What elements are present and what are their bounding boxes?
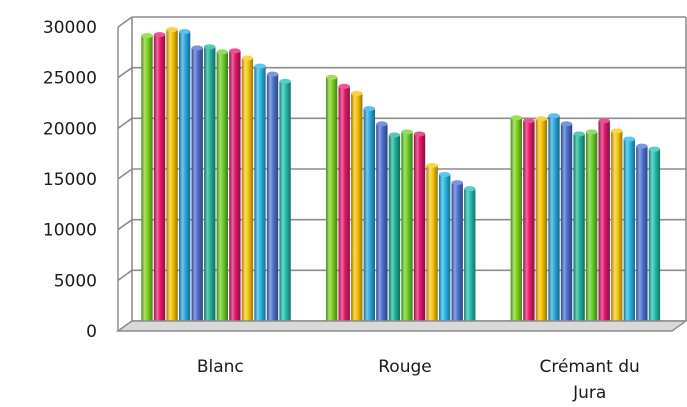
bar-cap xyxy=(438,172,451,177)
bar-cap xyxy=(648,146,661,152)
bar-cap xyxy=(363,106,375,112)
bar-cap xyxy=(611,128,623,134)
bar-cap xyxy=(141,33,153,39)
y-tick-label: 15000 xyxy=(43,170,97,190)
bar-cap xyxy=(279,78,291,84)
x-category-label-line: Jura xyxy=(572,383,606,403)
bar-cap xyxy=(229,48,241,54)
gridline-side xyxy=(117,16,133,28)
y-tick-label: 25000 xyxy=(43,69,97,89)
bar xyxy=(611,130,623,330)
gridline-side xyxy=(117,67,133,79)
bar xyxy=(153,34,166,329)
bar-cap xyxy=(535,116,548,122)
bar xyxy=(141,35,153,329)
bar-cap xyxy=(636,143,648,149)
bar xyxy=(241,57,254,330)
bar xyxy=(363,108,375,330)
bar xyxy=(548,115,560,330)
bar xyxy=(325,77,338,330)
bar-cap xyxy=(376,121,388,127)
bar xyxy=(510,117,522,330)
bar-cap xyxy=(191,45,203,51)
gridline-side xyxy=(117,269,133,281)
bar-cap xyxy=(166,27,178,33)
bar xyxy=(166,29,178,329)
y-tick-label: 5000 xyxy=(54,271,97,291)
bar-cap xyxy=(573,131,585,137)
bar-cap xyxy=(338,83,350,89)
bar xyxy=(229,50,241,330)
bar xyxy=(376,123,388,329)
bar xyxy=(204,46,216,330)
bar xyxy=(178,31,191,329)
axis-layer xyxy=(115,27,687,332)
x-category-label: Blanc xyxy=(197,357,244,377)
y-tick-label: 10000 xyxy=(43,221,97,241)
bar-cap xyxy=(351,90,363,96)
y-tick-label: 30000 xyxy=(43,18,97,38)
bar xyxy=(636,146,648,329)
bar xyxy=(573,133,585,329)
bar-cap xyxy=(451,180,463,186)
bar-cap xyxy=(266,71,279,77)
y-tick-label: 0 xyxy=(86,322,97,342)
gridline-side xyxy=(117,117,133,129)
bar xyxy=(338,86,350,330)
bar-cap xyxy=(254,63,266,69)
x-category-label-line: Blanc xyxy=(197,357,244,377)
bar xyxy=(254,66,266,329)
bar-cap xyxy=(523,118,535,124)
bar-cap xyxy=(178,29,191,35)
bar-cap xyxy=(401,129,413,135)
bar-cap xyxy=(585,129,598,135)
bar xyxy=(560,123,573,330)
bar-cap xyxy=(388,132,401,138)
bar-cap xyxy=(548,113,560,119)
bar-cap xyxy=(426,162,438,168)
x-category-label: Rouge xyxy=(378,357,431,377)
bar xyxy=(191,47,203,330)
bar xyxy=(535,118,548,329)
bar xyxy=(464,188,476,329)
bar-cap xyxy=(413,131,426,137)
bar-cap xyxy=(464,186,476,192)
x-category-label-line: Rouge xyxy=(378,357,431,377)
labels-layer: 0 5000 10000 15000 20000 25000 30000 Blanc Rouge… xyxy=(43,18,640,403)
bar xyxy=(623,139,635,329)
bar-cap xyxy=(560,121,573,127)
bar xyxy=(585,131,598,329)
bar xyxy=(648,149,661,329)
bar xyxy=(523,120,535,329)
gridline-side xyxy=(117,168,133,180)
bar xyxy=(388,134,401,330)
bar xyxy=(426,165,438,330)
bar-cap xyxy=(598,118,610,124)
chart-floor xyxy=(115,320,687,332)
bar xyxy=(413,133,426,330)
x-category-label: Crémant du Jura xyxy=(539,357,639,403)
bar-cap xyxy=(325,74,338,80)
bar-cap xyxy=(241,55,254,61)
bar xyxy=(438,174,451,330)
bars-layer xyxy=(141,27,661,330)
x-category-label-line: Crémant du xyxy=(539,357,639,377)
bar-cap xyxy=(153,32,166,38)
bar xyxy=(216,51,228,330)
bar-cap xyxy=(216,49,228,55)
bar xyxy=(401,131,413,330)
bar-cap xyxy=(623,136,635,142)
bar-cap xyxy=(510,115,522,121)
bar xyxy=(266,74,279,330)
gridline-side xyxy=(117,219,133,231)
bar xyxy=(279,81,291,330)
bar xyxy=(598,120,610,330)
y-tick-label: 20000 xyxy=(43,119,97,139)
bar xyxy=(451,182,463,330)
bar-cap xyxy=(204,44,216,50)
bar xyxy=(351,93,363,329)
